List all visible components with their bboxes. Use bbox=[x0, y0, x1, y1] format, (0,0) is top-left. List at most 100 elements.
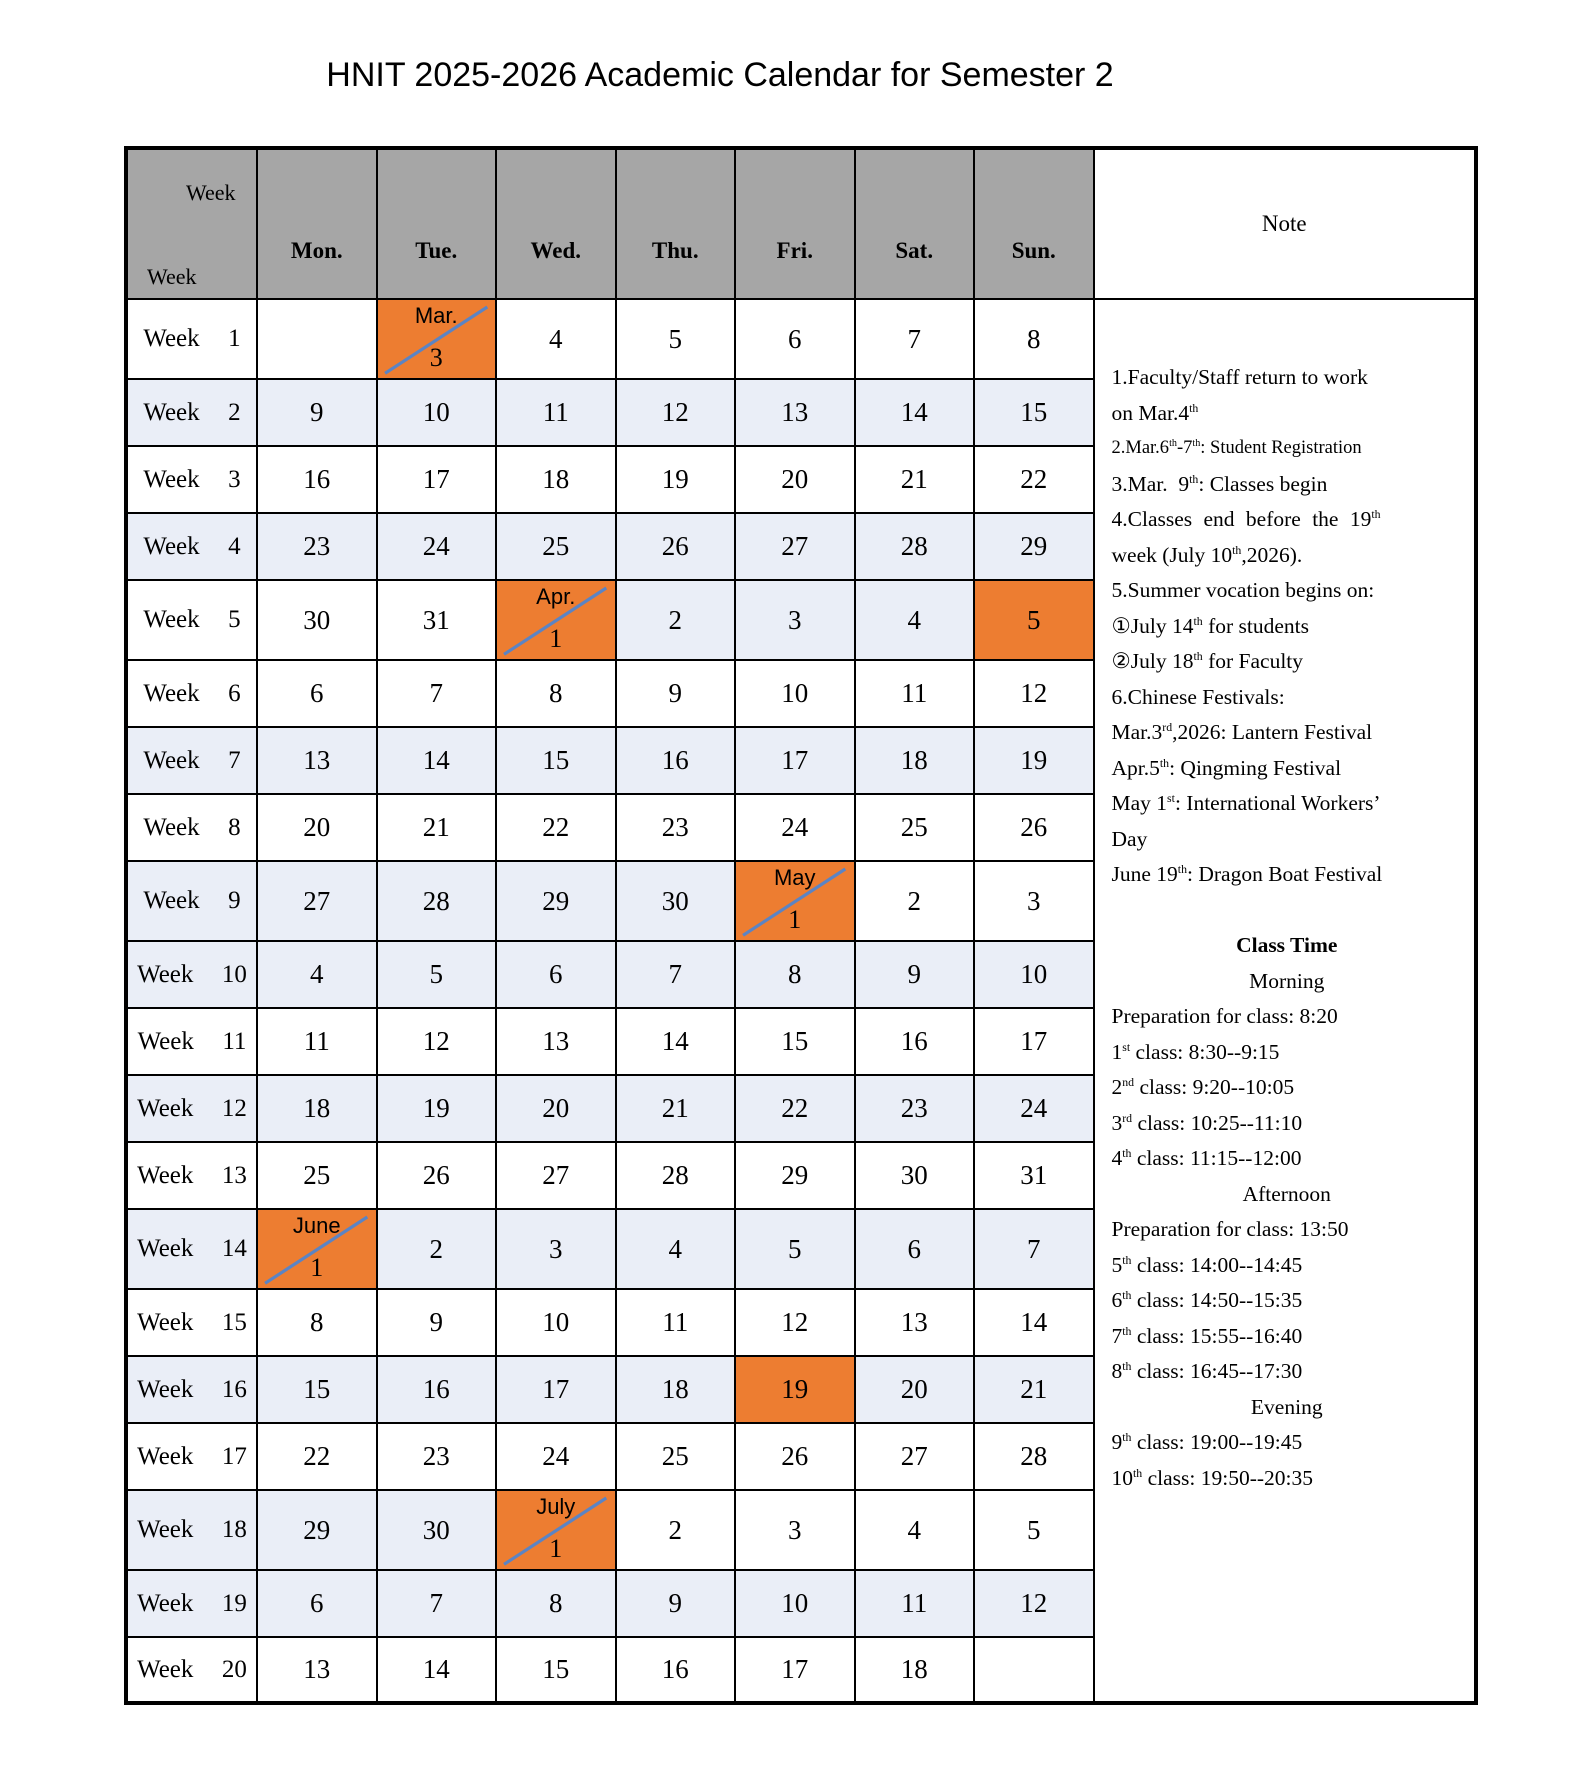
note-line: 9th class: 19:00--19:45 bbox=[1111, 1429, 1303, 1454]
date-cell: 28 bbox=[377, 862, 497, 942]
date-cell: 6 bbox=[497, 942, 617, 1009]
date-cell: 12 bbox=[616, 380, 736, 447]
date-cell: 9 bbox=[855, 942, 975, 1009]
date-cell: 9 bbox=[616, 1571, 736, 1638]
note-line: week (July 10th,2026). bbox=[1111, 542, 1303, 567]
date-cell: 30 bbox=[258, 581, 378, 661]
date-cell: 8 bbox=[975, 300, 1095, 380]
date-cell: 2 bbox=[616, 581, 736, 661]
date-cell: 11 bbox=[616, 1290, 736, 1357]
date-cell: 27 bbox=[855, 1424, 975, 1491]
week-label: Week 10 bbox=[128, 942, 258, 1009]
note-line: 5.Summer vocation begins on: bbox=[1111, 578, 1375, 602]
week-label: Week 19 bbox=[128, 1571, 258, 1638]
date-cell: 20 bbox=[855, 1357, 975, 1424]
date-cell: 5 bbox=[377, 942, 497, 1009]
date-cell: 7 bbox=[377, 1571, 497, 1638]
date-cell: 4 bbox=[258, 942, 378, 1009]
note-column-header: Note bbox=[1094, 150, 1474, 300]
date-cell: 22 bbox=[258, 1424, 378, 1491]
date-cell: 15 bbox=[497, 728, 617, 795]
date-cell: 23 bbox=[377, 1424, 497, 1491]
note-line: 7th class: 15:55--16:40 bbox=[1111, 1323, 1303, 1348]
date-cell: 6 bbox=[258, 661, 378, 728]
date-cell: 16 bbox=[258, 447, 378, 514]
month-label: May bbox=[773, 865, 816, 890]
day-header-tue: Tue. bbox=[377, 150, 497, 300]
date-cell: 12 bbox=[377, 1009, 497, 1076]
date-cell: 14 bbox=[377, 1638, 497, 1701]
date-cell: 6 bbox=[736, 300, 856, 380]
note-line: 1.Faculty/Staff return to work bbox=[1111, 365, 1368, 389]
date-cell: 22 bbox=[736, 1076, 856, 1143]
day-header-wed: Wed. bbox=[497, 150, 617, 300]
date-cell: 7 bbox=[377, 661, 497, 728]
date-cell: 28 bbox=[616, 1143, 736, 1210]
week-label: Week 3 bbox=[128, 447, 258, 514]
corner-week-label-top: Week bbox=[186, 180, 236, 205]
month-label: July bbox=[536, 1494, 576, 1519]
month-start-cell: May 1 bbox=[736, 862, 856, 942]
date-cell: 18 bbox=[855, 728, 975, 795]
date-cell: 15 bbox=[497, 1638, 617, 1701]
date-cell: 17 bbox=[975, 1009, 1095, 1076]
note-line: 8th class: 16:45--17:30 bbox=[1111, 1358, 1303, 1383]
date-cell: 11 bbox=[855, 1571, 975, 1638]
date-cell: 17 bbox=[377, 447, 497, 514]
week-label: Week 17 bbox=[128, 1424, 258, 1491]
date-cell: 5 bbox=[616, 300, 736, 380]
note-line: 10th class: 19:50--20:35 bbox=[1111, 1465, 1314, 1490]
month-start-cell: Mar. 3 bbox=[377, 300, 497, 380]
date-cell: 16 bbox=[377, 1357, 497, 1424]
note-line: June 19th: Dragon Boat Festival bbox=[1111, 861, 1383, 886]
month-label: Mar. bbox=[414, 303, 458, 328]
date-cell: 19 bbox=[377, 1076, 497, 1143]
date-cell: 23 bbox=[258, 514, 378, 581]
date-cell: 5 bbox=[736, 1210, 856, 1290]
date-cell: 20 bbox=[497, 1076, 617, 1143]
date-cell: 4 bbox=[616, 1210, 736, 1290]
date-cell: 26 bbox=[616, 514, 736, 581]
note-header-label: Note bbox=[1261, 211, 1307, 236]
note-line: 5th class: 14:00--14:45 bbox=[1111, 1252, 1303, 1277]
date-cell: 25 bbox=[258, 1143, 378, 1210]
date-cell: 3 bbox=[497, 1210, 617, 1290]
week-label: Week 20 bbox=[128, 1638, 258, 1701]
date-cell: 3 bbox=[736, 581, 856, 661]
date-cell: 20 bbox=[736, 447, 856, 514]
corner-week-label-bottom: Week bbox=[147, 264, 197, 289]
date-cell: 10 bbox=[975, 942, 1095, 1009]
date-cell: 17 bbox=[736, 728, 856, 795]
date-cell: 30 bbox=[377, 1491, 497, 1571]
date-cell: 28 bbox=[855, 514, 975, 581]
date-cell: 9 bbox=[616, 661, 736, 728]
date-cell: 27 bbox=[736, 514, 856, 581]
date-cell: 11 bbox=[497, 380, 617, 447]
date-cell: 8 bbox=[497, 1571, 617, 1638]
date-cell: 24 bbox=[377, 514, 497, 581]
calendar-table: Week Week Note 1.Faculty/Staff return to… bbox=[124, 146, 1478, 1705]
note-line: Mar.3rd,2026: Lantern Festival bbox=[1111, 719, 1373, 744]
date-cell: 8 bbox=[258, 1290, 378, 1357]
date-cell: 10 bbox=[497, 1290, 617, 1357]
date-cell: 18 bbox=[855, 1638, 975, 1701]
week-label: Week 1 bbox=[128, 300, 258, 380]
date-cell: 4 bbox=[855, 1491, 975, 1571]
note-line: on Mar.4th bbox=[1111, 400, 1199, 425]
month-label: Apr. bbox=[536, 584, 576, 609]
week-label: Week 5 bbox=[128, 581, 258, 661]
date-cell: 29 bbox=[258, 1491, 378, 1571]
date-cell: 12 bbox=[975, 1571, 1095, 1638]
date-cell: 16 bbox=[616, 728, 736, 795]
date-cell: 27 bbox=[258, 862, 378, 942]
day-header-fri: Fri. bbox=[736, 150, 856, 300]
note-line: 3rd class: 10:25--11:10 bbox=[1111, 1110, 1303, 1135]
date-cell bbox=[975, 1638, 1095, 1701]
date-cell: 18 bbox=[497, 447, 617, 514]
note-line: 3.Mar. 9th: Classes begin bbox=[1111, 471, 1328, 496]
date-cell: 30 bbox=[855, 1143, 975, 1210]
date-cell: 14 bbox=[377, 728, 497, 795]
date-cell: 2 bbox=[377, 1210, 497, 1290]
date-cell: 20 bbox=[258, 795, 378, 862]
note-line: May 1st: International Workers’ bbox=[1111, 790, 1381, 815]
